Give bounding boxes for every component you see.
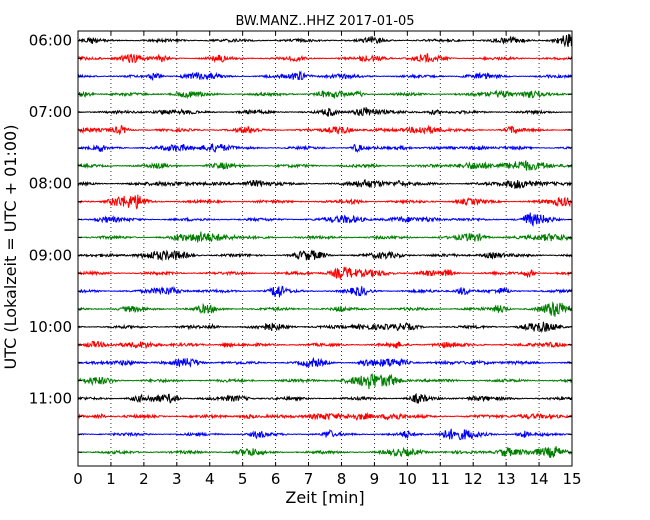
trace-0730 — [78, 144, 572, 153]
x-tick-label: 6 — [271, 470, 281, 488]
trace-0830 — [78, 213, 572, 226]
x-tick-label: 8 — [337, 470, 347, 488]
trace-1100 — [78, 394, 572, 403]
x-tick-label: 9 — [370, 470, 380, 488]
trace-1015 — [78, 341, 572, 348]
trace-1145 — [78, 446, 572, 458]
y-tick-label: 10:00 — [29, 318, 72, 336]
x-tick-label: 13 — [497, 470, 516, 488]
trace-0930 — [78, 286, 572, 297]
trace-0800 — [78, 180, 572, 189]
x-tick-label: 1 — [106, 470, 116, 488]
y-tick-labels: 06:00 07:00 08:00 09:00 10:00 11:00 — [29, 32, 72, 408]
trace-1045 — [78, 374, 572, 389]
y-tick-label: 08:00 — [29, 175, 72, 193]
x-tick-label: 3 — [172, 470, 182, 488]
y-tick-label: 07:00 — [29, 103, 72, 121]
x-tick-labels: 0 1 2 3 4 5 6 7 8 9 10 11 12 13 14 15 — [73, 470, 581, 488]
trace-1130 — [78, 429, 572, 440]
trace-0815 — [78, 194, 572, 208]
trace-0600 — [78, 34, 572, 47]
trace-group — [78, 34, 572, 458]
y-tick-label: 06:00 — [29, 32, 72, 50]
x-tick-label: 7 — [304, 470, 314, 488]
trace-1030 — [78, 358, 572, 366]
x-tick-label: 2 — [139, 470, 149, 488]
trace-0700 — [78, 107, 572, 116]
trace-1115 — [78, 413, 572, 419]
x-tick-label: 12 — [464, 470, 483, 488]
trace-0615 — [78, 54, 572, 63]
trace-0915 — [78, 267, 572, 279]
trace-0745 — [78, 160, 572, 170]
trace-1000 — [78, 322, 572, 332]
trace-0715 — [78, 126, 572, 134]
trace-0900 — [78, 250, 572, 260]
x-tick-label: 14 — [530, 470, 549, 488]
x-tick-label: 0 — [73, 470, 83, 488]
trace-0630 — [78, 72, 572, 80]
x-tick-label: 5 — [238, 470, 248, 488]
x-tick-label: 10 — [398, 470, 417, 488]
x-tick-label: 4 — [205, 470, 215, 488]
x-axis-label: Zeit [min] — [285, 488, 364, 507]
x-tick-label: 11 — [431, 470, 450, 488]
trace-0845 — [78, 232, 572, 243]
chart-title: BW.MANZ..HHZ 2017-01-05 — [235, 14, 414, 29]
trace-0945 — [78, 303, 572, 317]
y-axis-label: UTC (Lokalzeit = UTC + 01:00) — [1, 125, 20, 370]
y-tick-label: 09:00 — [29, 246, 72, 264]
trace-0645 — [78, 91, 572, 98]
x-tick-label: 15 — [562, 470, 581, 488]
y-tick-label: 11:00 — [29, 390, 72, 408]
